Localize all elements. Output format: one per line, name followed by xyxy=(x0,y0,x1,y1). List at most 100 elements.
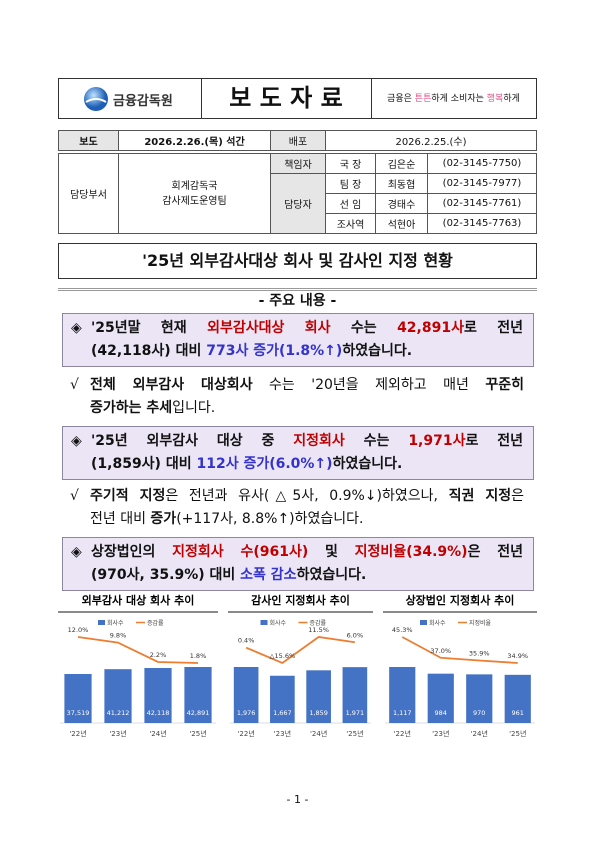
line-value-label: 11.5% xyxy=(308,626,329,634)
text-line: '25년 외부감사 대상 중 지정회사 수는 1,971사로 전년 xyxy=(91,430,523,453)
text-segment: 금융은 xyxy=(387,94,415,104)
cell: 배포 xyxy=(270,130,326,151)
cell: 국 장 xyxy=(325,153,376,174)
bar-value-label: 961 xyxy=(512,709,524,717)
legend-label: 증감률 xyxy=(310,620,327,627)
logo-cell: 금융감독원 xyxy=(59,79,202,118)
page-number: - 1 - xyxy=(286,793,309,806)
logo-text: 금융감독원 xyxy=(113,94,173,109)
cell: 조사역 xyxy=(325,213,376,234)
line-value-label: 45.3% xyxy=(392,626,413,634)
cell: 2026.2.26.(목) 석간 xyxy=(118,130,271,151)
text-segment: 직권 지정 xyxy=(448,488,512,504)
text-segment: 증가 xyxy=(150,511,177,527)
bar-value-label: 42,118 xyxy=(147,709,170,717)
legend-label: 증감률 xyxy=(147,620,164,627)
text-segment: 상장법인의 xyxy=(91,544,173,560)
text-segment: 수는 xyxy=(344,433,409,449)
text-segment: 112사 증가(6.0%↑) xyxy=(196,456,333,472)
text-segment: 42,891사 xyxy=(397,320,464,336)
text-segment: 튼튼 xyxy=(414,94,432,104)
bar-value-label: 970 xyxy=(473,709,485,717)
cell: 담당자 xyxy=(270,173,326,234)
cell: 2026.2.25.(수) xyxy=(325,130,537,151)
text-segment: 지정회사 xyxy=(293,433,345,449)
cell: (02-3145-7763) xyxy=(427,213,537,234)
line-value-label: 0.4% xyxy=(238,637,255,645)
text-segment: 및 xyxy=(308,544,355,560)
text-segment: 전년 대비 xyxy=(90,511,151,527)
legend-swatch xyxy=(420,620,427,625)
text-segment: 주기적 지정 xyxy=(90,488,166,504)
note: √ 주기적 지정은 전년과 유사(△5사, 0.9%↓)하였으나, 직권 지정은 전… xyxy=(62,482,534,534)
cell: (02-3145-7750) xyxy=(427,153,537,174)
text-segment: 로 전년 xyxy=(465,433,523,449)
bar-value-label: 1,117 xyxy=(393,709,412,717)
cell: 김은순 xyxy=(375,153,428,174)
bullet-marker: ◈ xyxy=(71,433,82,449)
bar-value-label: 984 xyxy=(435,709,447,717)
chart-title: 감사인 지정회사 추이 xyxy=(251,593,350,607)
line-value-label: 9.8% xyxy=(110,632,127,640)
text-segment: '25년 외부감사 대상 중 xyxy=(91,433,294,449)
bar xyxy=(270,675,295,723)
x-tick-label: '23년 xyxy=(109,729,126,738)
bullet-marker: √ xyxy=(70,488,79,504)
slogan: 금융은 튼튼하게 소비자는 행복하게 xyxy=(371,91,536,104)
key-point: ◈ '25년 외부감사 대상 중 지정회사 수는 1,971사로 전년 (1,859… xyxy=(62,426,534,480)
text-segment: 지정비율(34.9%) xyxy=(354,544,468,560)
cell: 최동협 xyxy=(375,173,428,194)
x-tick-label: '24년 xyxy=(471,729,488,738)
x-tick-label: '23년 xyxy=(274,729,291,738)
line-value-label: 34.9% xyxy=(507,652,528,660)
x-tick-label: '22년 xyxy=(237,729,254,738)
text-segment: (+117사, 8.8%↑)하였습니다. xyxy=(176,511,364,527)
dept: 회계감독국 xyxy=(171,180,218,192)
divider xyxy=(58,288,537,291)
text-segment: 외부감사대상 회사 xyxy=(207,320,331,336)
doc-type: 보 도 자 료 xyxy=(201,79,372,118)
bar xyxy=(104,669,132,723)
section-text: - 주요 내용 - xyxy=(252,293,343,309)
x-tick-label: '25년 xyxy=(189,729,206,738)
note: √ 전체 외부감사 대상회사 수는 '20년을 제외하고 매년 꾸준히 증가하는 추… xyxy=(62,371,534,423)
x-tick-label: '25년 xyxy=(346,729,363,738)
x-tick-label: '24년 xyxy=(149,729,166,738)
bar xyxy=(427,673,454,723)
key-point: ◈ 상장법인의 지정회사 수(961사) 및 지정비율(34.9%)은 전년 (97… xyxy=(62,537,534,591)
release-table: 보도 2026.2.26.(목) 석간 배포 2026.2.25.(수) xyxy=(58,130,537,151)
text-segment: 전체 외부감사 대상회사 xyxy=(90,377,253,393)
x-tick-label: '25년 xyxy=(509,729,526,738)
line-value-label: 6.0% xyxy=(347,631,364,639)
bar xyxy=(233,667,259,723)
text-segment: 수는 '20년을 제외하고 매년 xyxy=(252,377,486,393)
bullet-marker: ◈ xyxy=(71,320,82,336)
legend-label: 회사수 xyxy=(270,619,287,627)
header-box: 금융감독원 보 도 자 료 금융은 튼튼하게 소비자는 행복하게 xyxy=(58,78,537,119)
cell: 석현아 xyxy=(375,213,428,234)
text-segment: 소폭 감소 xyxy=(240,567,297,583)
text-segment: 은 전년 xyxy=(467,544,523,560)
bar-value-label: 41,212 xyxy=(107,709,130,717)
legend-label: 회사수 xyxy=(107,619,124,627)
text-line: 전체 외부감사 대상회사 수는 '20년을 제외하고 매년 꾸준히 xyxy=(90,374,524,397)
text-segment: 하였습니다. xyxy=(332,456,403,472)
text-segment: (1,859사) 대비 xyxy=(91,456,197,472)
bar xyxy=(342,667,368,723)
text-segment: 1,971사 xyxy=(408,433,466,449)
line-series xyxy=(401,636,518,664)
x-tick-label: '24년 xyxy=(310,729,327,738)
text-segment: 하였습니다. xyxy=(296,567,367,583)
bar xyxy=(306,670,331,723)
section-title: - 주요 내용 - xyxy=(0,290,595,310)
cell: 회계감독국 감사제도운영팀 xyxy=(118,153,271,234)
bar xyxy=(144,668,172,723)
legend-label: 지정비율 xyxy=(469,619,492,627)
line-series xyxy=(245,636,356,665)
line-value-label: 37.0% xyxy=(430,647,451,655)
x-tick-label: '22년 xyxy=(69,729,86,738)
legend-swatch xyxy=(260,620,268,625)
text-segment: 행복 xyxy=(486,94,504,104)
text-line: '25년말 현재 외부감사대상 회사 수는 42,891사로 전년 xyxy=(91,317,523,340)
bar-value-label: 42,891 xyxy=(187,709,210,717)
